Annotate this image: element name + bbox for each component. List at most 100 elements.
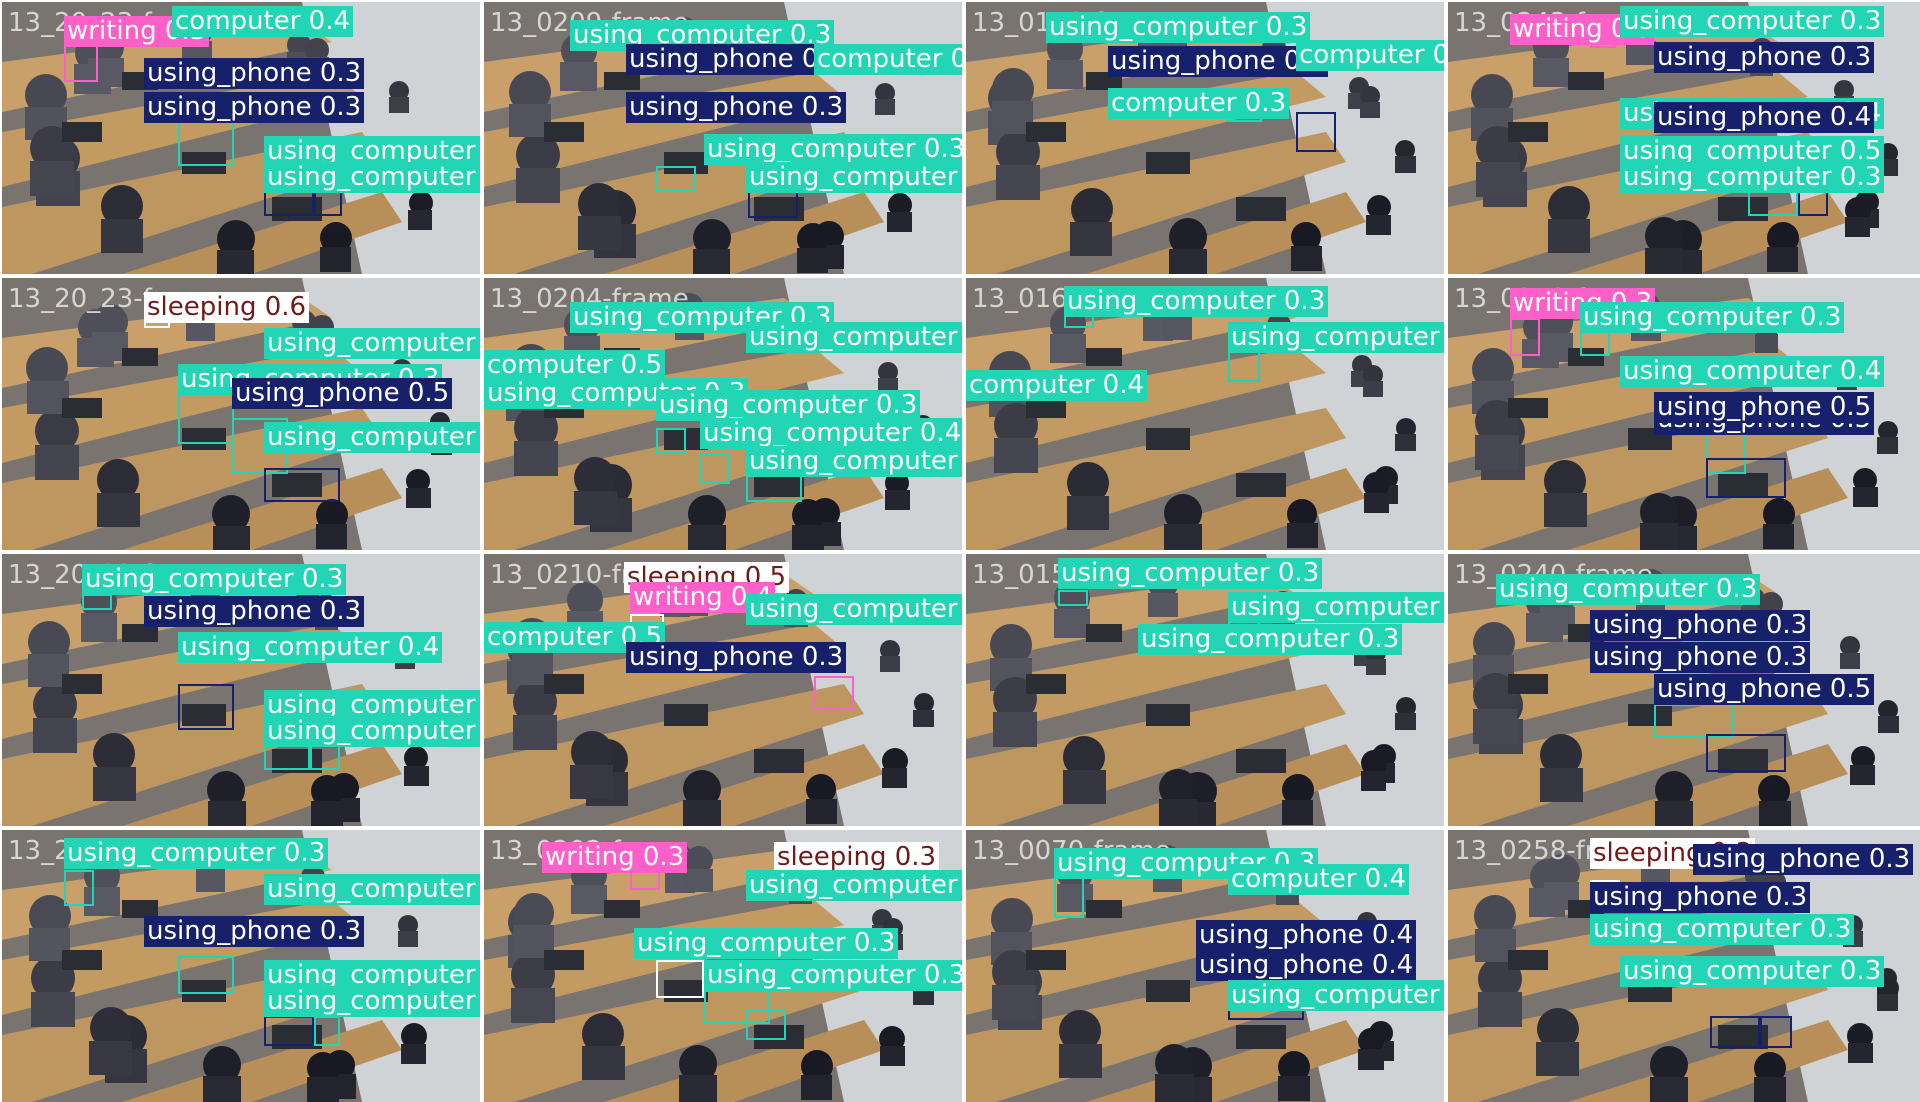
scene-person-body: [1840, 653, 1860, 669]
scene-person: [571, 731, 613, 773]
detection-label: using_computer 0.3: [1620, 6, 1885, 37]
detection-label: using_computer 0.4: [746, 870, 962, 901]
scene-desk-row: [2, 850, 332, 940]
scene-person: [1291, 222, 1321, 252]
scene-person: [991, 898, 1033, 940]
scene-person: [1845, 197, 1871, 223]
scene-person-body: [1845, 217, 1870, 237]
scene-person-body: [1155, 1074, 1194, 1102]
scene-desk-row: [1086, 744, 1366, 826]
scene-laptop: [604, 72, 640, 90]
scene-desk-row: [966, 684, 1346, 826]
detection-label: using_computer 0.3: [704, 960, 962, 991]
scene-desk-row: [604, 744, 884, 826]
classroom-photo: [1448, 830, 1920, 1102]
scene-person: [806, 774, 836, 804]
scene-person: [1473, 622, 1515, 664]
scene-person: [878, 362, 898, 382]
detection-box: [746, 1010, 786, 1040]
detection-label: using_computer 0.4: [264, 162, 480, 193]
scene-person-body: [693, 249, 730, 274]
scene-person: [212, 495, 250, 533]
scene-person-body: [404, 766, 429, 786]
scene-person: [1159, 769, 1197, 807]
frame-tile: 13_0204-frame using_computer 0.3 using_com…: [484, 278, 962, 550]
scene-laptop: [1146, 152, 1190, 174]
scene-person-body: [1754, 1077, 1786, 1102]
detection-label: using_computer 0.3: [264, 716, 480, 747]
scene-laptop: [1236, 473, 1286, 497]
scene-person-body: [389, 97, 409, 113]
detection-box: [630, 870, 660, 890]
detection-label: using_phone 0.3: [626, 642, 847, 673]
scene-laptop: [1026, 674, 1066, 694]
scene-person-body: [1361, 771, 1386, 791]
scene-desk-row: [1568, 192, 1848, 274]
scene-person: [316, 499, 348, 531]
scene-person: [29, 895, 71, 937]
detection-label: using_phone 0.4: [1196, 920, 1417, 951]
scene-person: [287, 33, 311, 57]
detection-label: using_computer 0.3: [1058, 558, 1323, 589]
scene-person: [1396, 697, 1416, 717]
scene-person: [1878, 700, 1898, 720]
detection-label: using_computer 0.4: [264, 874, 480, 905]
scene-person-body: [35, 445, 79, 480]
detection-label: using_computer 0.4: [178, 632, 443, 663]
scene-laptop: [1146, 980, 1190, 1002]
scene-laptop: [1086, 348, 1122, 366]
scene-person-body: [1655, 801, 1693, 826]
scene-person: [35, 409, 79, 453]
scene-laptop: [664, 704, 708, 726]
scene-person: [990, 624, 1032, 666]
scene-person: [97, 459, 139, 501]
detection-box: [64, 870, 94, 906]
scene-person: [1363, 472, 1389, 498]
detection-label: using_computer 0.3: [656, 390, 921, 421]
scene-person-body: [1278, 1076, 1310, 1101]
scene-person-body: [1063, 770, 1106, 804]
scene-person: [1169, 218, 1207, 256]
scene-person: [685, 846, 713, 874]
detection-box: [746, 474, 802, 502]
detection-label: using_computer 0.3: [82, 564, 347, 595]
scene-person: [311, 775, 343, 807]
scene-laptop: [1086, 624, 1122, 642]
scene-laptop: [1236, 197, 1286, 221]
detection-box: [1058, 590, 1088, 606]
detection-box: [656, 428, 686, 454]
detection-label: using_phone 0.3: [144, 916, 365, 947]
detection-label: sleeping 0.6: [144, 292, 310, 323]
detection-label: using_phone 0.5: [1654, 674, 1875, 705]
detection-label: using_computer 0.3: [264, 986, 480, 1017]
scene-laptop: [544, 674, 584, 694]
detection-label: using_computer 0.3: [1496, 574, 1761, 605]
scene-desk-row: [966, 298, 1296, 388]
scene-person: [207, 771, 245, 809]
frame-tile: 13_0258-frame sleeping 0.3 using_phone 0.3…: [1448, 830, 1920, 1102]
scene-person: [516, 133, 560, 177]
scene-person-body: [213, 526, 250, 550]
detection-box: [1710, 1016, 1760, 1048]
scene-person-body: [1067, 496, 1109, 530]
detection-label: using_computer 0.5: [1228, 322, 1444, 353]
scene-person: [1361, 750, 1387, 776]
scene-desk-row: [966, 408, 1346, 550]
scene-laptop: [272, 473, 322, 497]
scene-person-body: [570, 765, 613, 799]
scene-person-body: [887, 212, 912, 232]
scene-person-body: [880, 1046, 905, 1066]
scene-desk-row: [1448, 408, 1828, 550]
scene-person-body: [514, 441, 558, 476]
scene-person: [914, 693, 934, 713]
scene-person-body: [1473, 709, 1517, 744]
scene-laptop: [1718, 197, 1768, 221]
scene-person-body: [31, 992, 75, 1027]
detection-label: using_computer 0.3: [1054, 848, 1319, 879]
scene-person-body: [408, 210, 432, 230]
